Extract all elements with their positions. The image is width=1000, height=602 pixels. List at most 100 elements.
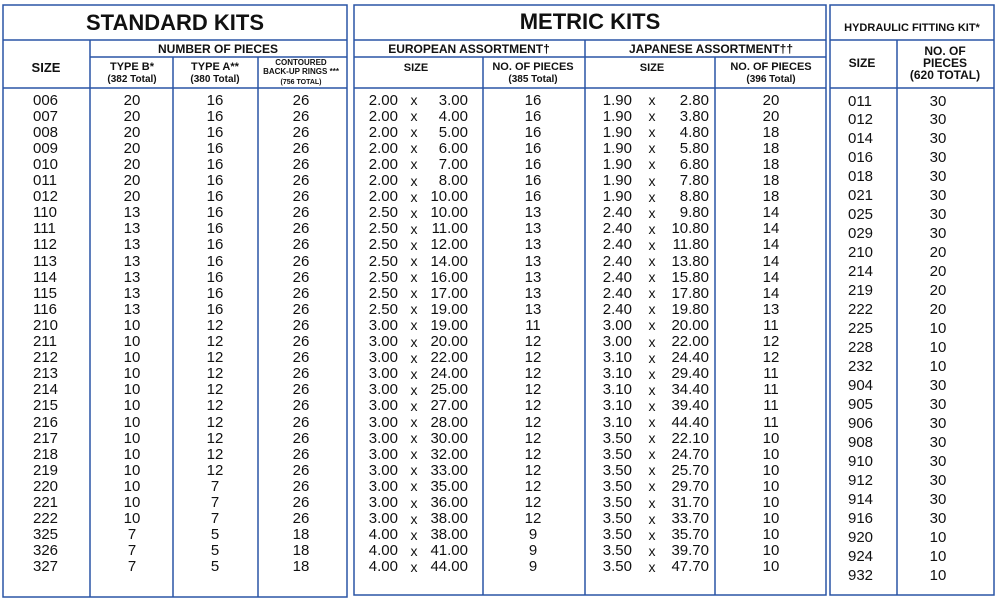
size-cell: 15.80 <box>671 268 709 286</box>
count-cell: 16 <box>206 139 224 157</box>
count-cell: 9 <box>528 542 538 560</box>
size-cell: 008 <box>33 123 59 141</box>
size-cell: 47.70 <box>671 558 709 576</box>
count-cell: 26 <box>292 365 310 383</box>
count-cell: 10 <box>762 526 780 544</box>
size-cell: 4.00 <box>368 558 398 576</box>
count-cell: 13 <box>123 204 141 222</box>
size-cell: 19.00 <box>430 316 468 334</box>
metric-frame <box>353 4 827 596</box>
size-cell: 4.00 <box>438 107 468 125</box>
size-cell: 2.40 <box>602 236 632 254</box>
size-cell: 904 <box>848 376 874 394</box>
size-cell: 912 <box>848 471 874 489</box>
size-cell: 4.00 <box>368 542 398 560</box>
count-cell: 12 <box>762 349 780 367</box>
count-cell: 7 <box>210 477 220 495</box>
size-cell: 2.50 <box>368 268 398 286</box>
column-header: SIZE <box>848 56 876 70</box>
count-cell: 26 <box>292 300 310 318</box>
count-cell: 13 <box>524 300 542 318</box>
size-separator: x <box>648 478 656 495</box>
count-cell: 26 <box>292 91 310 109</box>
size-separator: x <box>648 510 656 527</box>
panel-title: STANDARD KITS <box>85 10 265 35</box>
size-cell: 110 <box>33 204 57 222</box>
size-cell: 9.80 <box>679 204 709 222</box>
size-cell: 216 <box>33 413 59 431</box>
size-cell: 3.00 <box>368 316 398 334</box>
size-cell: 24.40 <box>671 349 709 367</box>
size-cell: 910 <box>848 452 874 470</box>
count-cell: 12 <box>206 333 224 350</box>
size-cell: 2.40 <box>602 284 632 302</box>
size-separator: x <box>648 253 656 269</box>
column-header: TYPE A** <box>191 60 239 73</box>
count-cell: 12 <box>524 333 542 350</box>
count-cell: 12 <box>206 413 224 431</box>
count-cell: 20 <box>123 91 141 109</box>
size-cell: 5.00 <box>438 123 468 141</box>
count-cell: 13 <box>524 236 542 254</box>
count-cell: 26 <box>292 333 310 350</box>
count-cell: 26 <box>292 107 310 125</box>
count-cell: 16 <box>206 155 224 173</box>
count-cell: 30 <box>929 149 947 167</box>
size-cell: 19.80 <box>671 300 709 318</box>
count-cell: 18 <box>762 123 780 141</box>
size-cell: 3.50 <box>602 461 632 479</box>
size-cell: 221 <box>33 494 59 511</box>
count-cell: 26 <box>292 204 310 222</box>
size-cell: 3.10 <box>602 397 632 415</box>
count-cell: 10 <box>123 316 141 334</box>
size-cell: 1.90 <box>602 107 632 125</box>
size-separator: x <box>410 124 418 141</box>
size-separator: x <box>410 349 418 366</box>
size-cell: 228 <box>848 338 874 356</box>
count-cell: 30 <box>929 490 947 508</box>
size-separator: x <box>410 333 418 350</box>
size-cell: 3.00 <box>368 477 398 495</box>
size-cell: 20.00 <box>430 333 468 350</box>
size-cell: 1.90 <box>602 188 632 206</box>
count-cell: 12 <box>524 461 542 479</box>
size-separator: x <box>648 414 656 430</box>
size-separator: x <box>410 92 418 108</box>
count-cell: 30 <box>929 509 947 527</box>
group-header: EUROPEAN ASSORTMENT† <box>388 42 550 56</box>
size-cell: 11.00 <box>431 220 468 238</box>
size-cell: 39.70 <box>671 542 709 560</box>
count-cell: 30 <box>929 92 947 110</box>
count-cell: 13 <box>123 300 141 318</box>
count-cell: 10 <box>929 547 947 565</box>
size-cell: 1.90 <box>602 139 632 157</box>
size-cell: 8.80 <box>679 188 709 206</box>
count-cell: 10 <box>762 477 780 495</box>
count-cell: 12 <box>524 510 542 528</box>
size-cell: 2.00 <box>368 172 398 189</box>
count-cell: 18 <box>292 526 310 544</box>
size-separator: x <box>410 188 418 205</box>
size-separator: x <box>648 236 656 253</box>
count-cell: 16 <box>524 172 542 189</box>
size-cell: 2.00 <box>368 188 398 206</box>
size-cell: 10.80 <box>671 220 709 238</box>
count-cell: 10 <box>762 429 780 447</box>
count-cell: 10 <box>762 461 780 479</box>
count-cell: 12 <box>206 381 224 399</box>
size-cell: 006 <box>33 91 59 109</box>
column-header: SIZE <box>639 61 665 74</box>
count-cell: 12 <box>524 477 542 495</box>
count-cell: 26 <box>292 461 310 479</box>
size-cell: 31.70 <box>671 494 709 511</box>
column-total: (396 Total) <box>746 74 796 85</box>
size-cell: 3.50 <box>602 445 632 463</box>
size-cell: 22.00 <box>430 349 468 367</box>
size-cell: 11.80 <box>672 236 709 254</box>
count-cell: 13 <box>123 236 141 254</box>
size-separator: x <box>648 301 656 318</box>
size-cell: 10.00 <box>430 204 468 222</box>
size-cell: 32.00 <box>430 445 468 463</box>
size-cell: 210 <box>848 244 874 262</box>
size-separator: x <box>410 204 418 221</box>
